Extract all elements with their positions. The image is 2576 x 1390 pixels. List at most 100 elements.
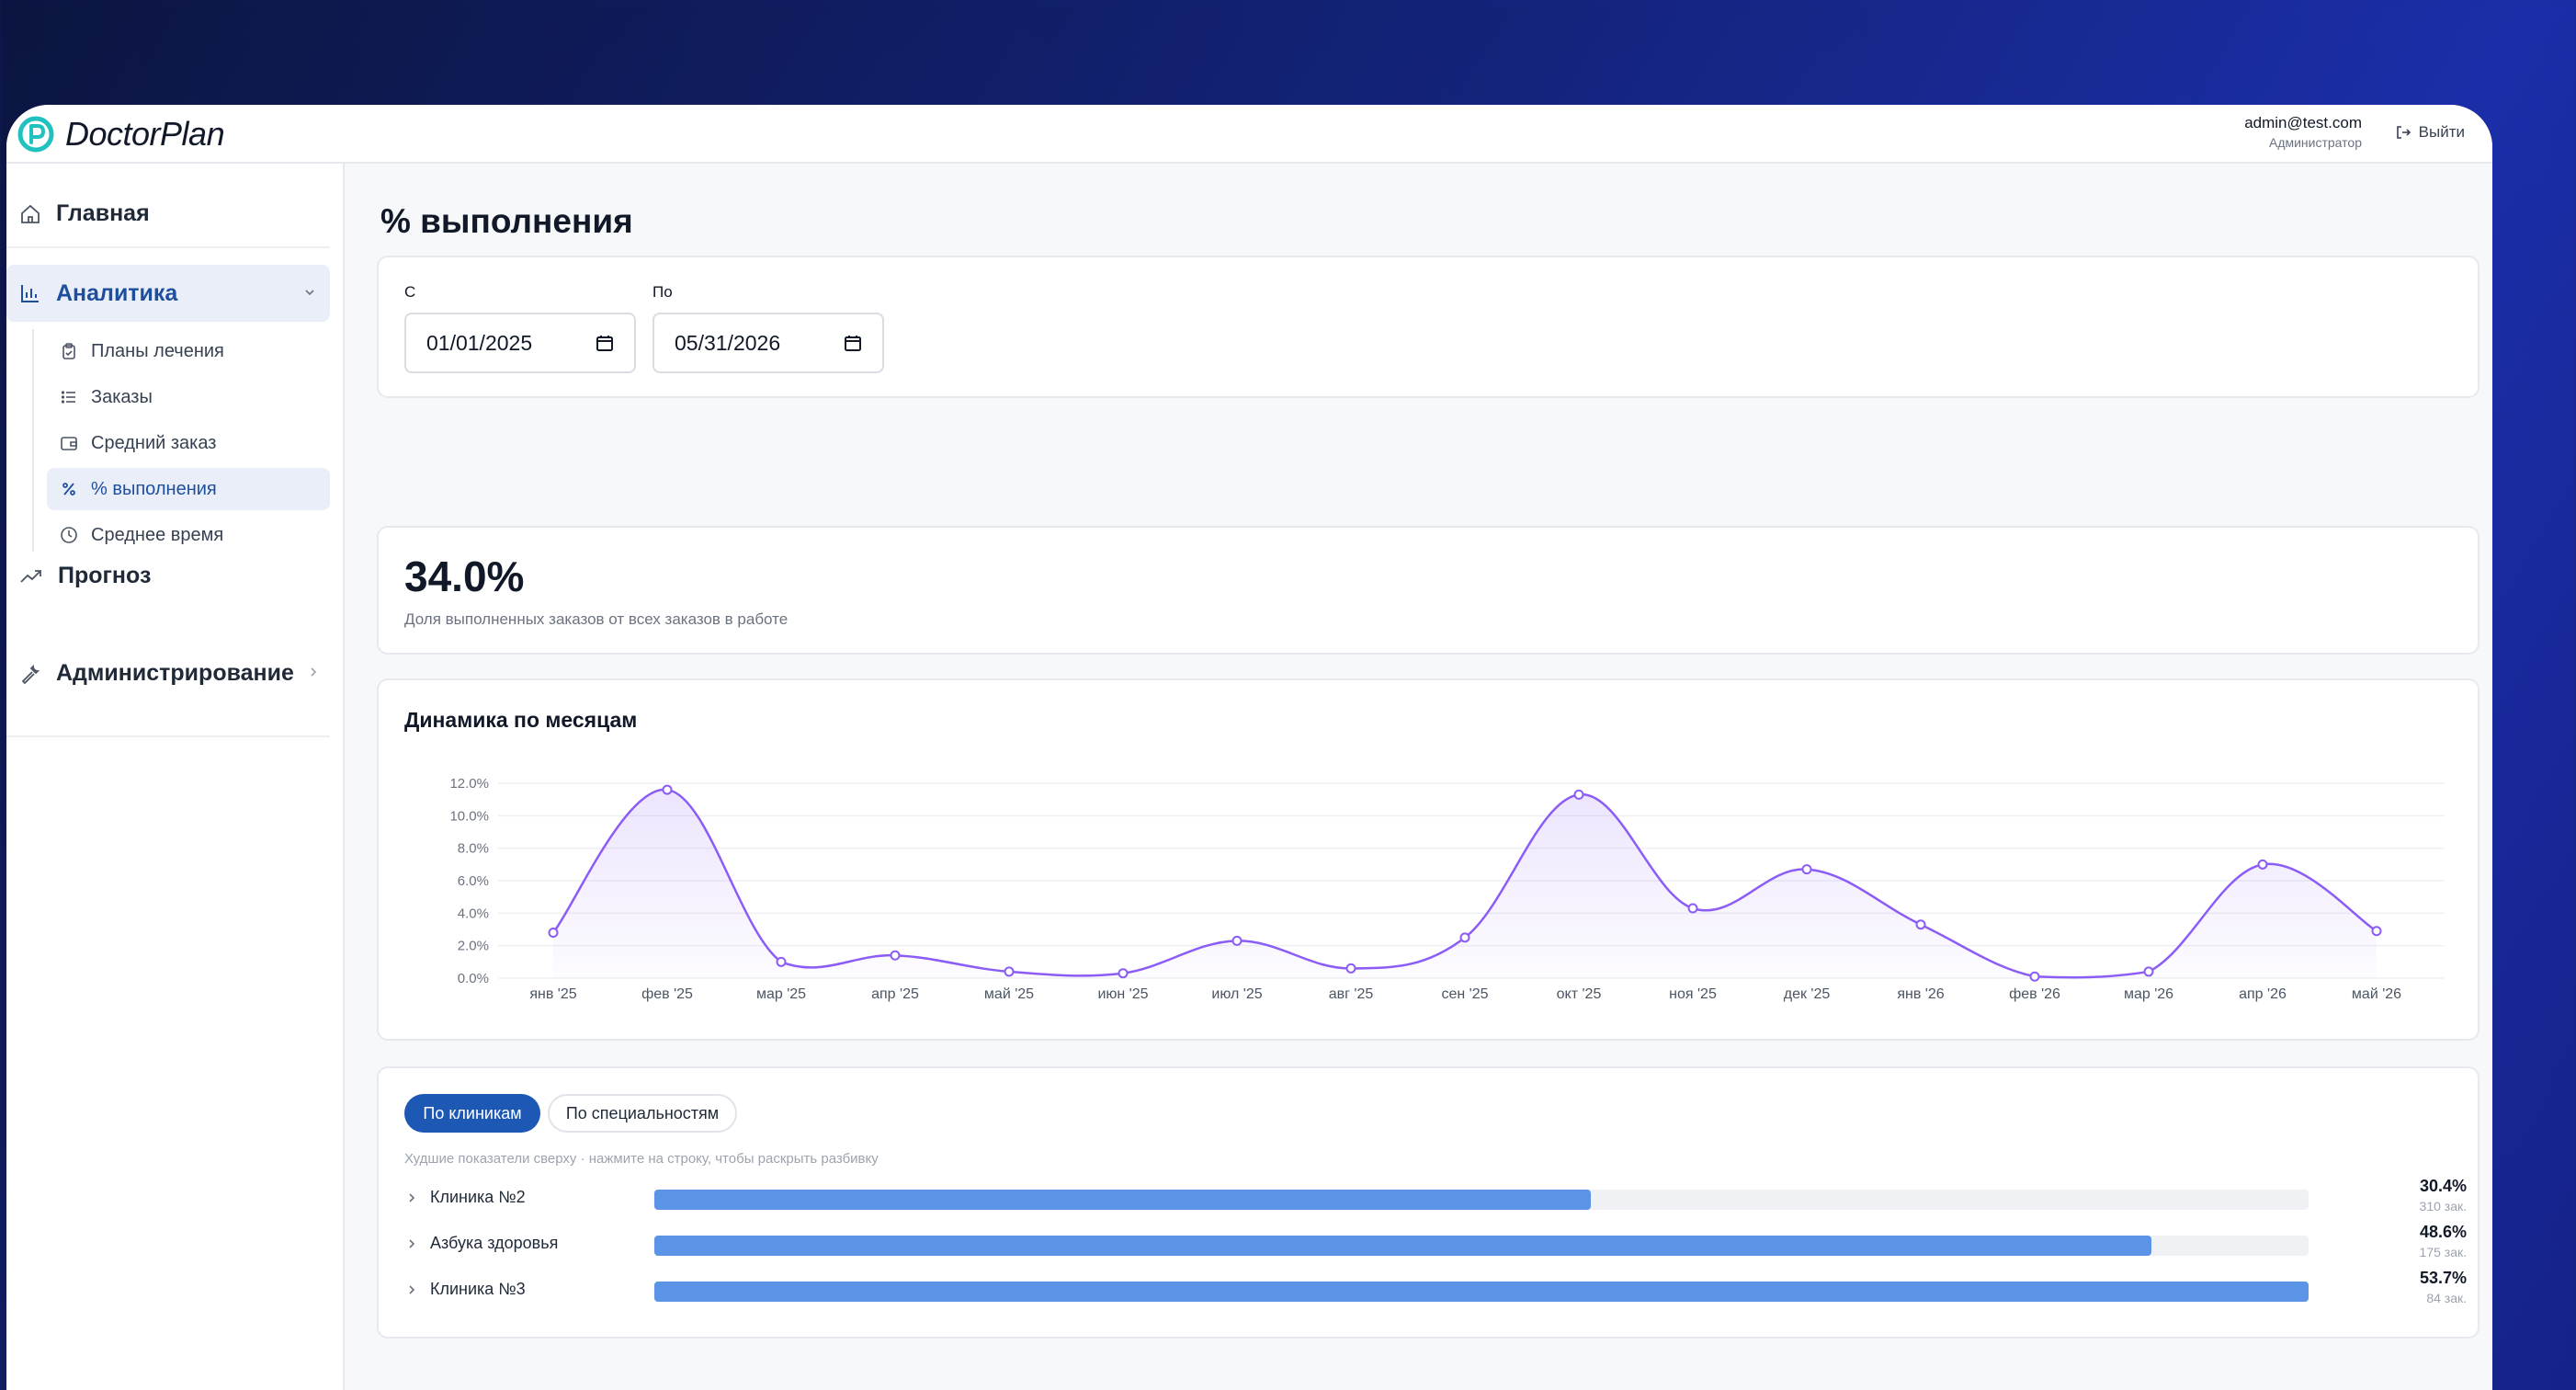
y-tick-label: 8.0%: [458, 841, 489, 857]
sidebar-divider: [6, 735, 330, 737]
sidebar: Главная Аналитика Планы лечения Заказы: [6, 164, 345, 1390]
clinic-percent: 30.4%: [2419, 1177, 2467, 1195]
monthly-line-chart: 0.0% 2.0% 4.0% 6.0% 8.0% 10.0% 12.0% янв '25 фев…: [449, 776, 2445, 1002]
data-point[interactable]: [1801, 864, 1812, 875]
clinic-bar-fill: [654, 1190, 1591, 1210]
clinic-bar-track: [654, 1190, 2309, 1210]
logo[interactable]: DoctorPlan: [17, 114, 225, 154]
data-point[interactable]: [1345, 963, 1356, 974]
data-point[interactable]: [1231, 935, 1243, 946]
percent-icon: [62, 483, 75, 496]
series-line: [552, 788, 2377, 979]
data-point[interactable]: [1004, 966, 1015, 977]
kpi-description: Доля выполненных заказов от всех заказов…: [404, 610, 789, 628]
sidebar-item-orders[interactable]: Заказы: [47, 376, 330, 418]
y-tick-label: 4.0%: [458, 906, 489, 921]
data-point[interactable]: [1687, 903, 1698, 914]
sidebar-item-label: Аналитика: [56, 279, 178, 306]
date-to-group: По 05/31/2026: [653, 283, 884, 373]
sidebar-divider: [6, 246, 330, 248]
clinic-row[interactable]: Клиника №2 30.4% 310 зак.: [404, 1177, 2474, 1223]
x-tick-label: апр '26: [2239, 986, 2287, 1002]
data-point[interactable]: [1118, 968, 1129, 979]
brand-name: DoctorPlan: [65, 115, 225, 153]
clock-icon: [61, 527, 77, 543]
data-point[interactable]: [548, 928, 559, 939]
sidebar-item-analytics[interactable]: Аналитика: [6, 265, 330, 322]
calendar-icon: [845, 336, 861, 351]
logout-button[interactable]: Выйти: [2395, 123, 2465, 142]
list-icon: [61, 391, 75, 404]
trending-up-icon: [20, 569, 41, 583]
data-point[interactable]: [2029, 971, 2040, 982]
user-role: Администратор: [2268, 135, 2362, 150]
data-point[interactable]: [2257, 859, 2268, 870]
sidebar-item-label: Средний заказ: [91, 432, 217, 453]
sidebar-item-label: Среднее время: [91, 524, 224, 545]
sidebar-item-treatment-plans[interactable]: Планы лечения: [47, 330, 330, 372]
x-tick-label: авг '25: [1329, 986, 1374, 1002]
page-title: % выполнения: [380, 202, 633, 240]
sidebar-item-admin[interactable]: Администрирование: [19, 660, 330, 687]
x-tick-label: июн '25: [1097, 986, 1148, 1002]
date-from-group: С 01/01/2025: [404, 283, 636, 373]
date-from-input[interactable]: 01/01/2025: [404, 313, 636, 373]
home-icon: [21, 204, 40, 223]
top-bar: DoctorPlan admin@test.com Администратор …: [6, 105, 2492, 164]
sidebar-item-label: Заказы: [91, 386, 153, 407]
y-tick-label: 2.0%: [458, 939, 489, 954]
x-tick-label: янв '25: [529, 986, 576, 1002]
chevron-right-icon: [409, 1193, 415, 1202]
tab-by-clinic[interactable]: По клиникам: [404, 1094, 540, 1133]
clinic-name: Азбука здоровья: [430, 1234, 559, 1252]
sidebar-item-forecast[interactable]: Прогноз: [19, 563, 151, 589]
x-tick-label: июл '25: [1211, 986, 1262, 1002]
clinic-bar-fill: [654, 1236, 2151, 1256]
x-tick-label: фев '26: [2009, 986, 2060, 1002]
sidebar-item-label: Планы лечения: [91, 340, 224, 361]
bar-chart-icon: [21, 285, 39, 302]
x-tick-label: май '26: [2352, 986, 2401, 1002]
date-to-label: По: [653, 283, 673, 301]
clinic-name: Клиника №2: [430, 1188, 526, 1206]
sidebar-item-label: Прогноз: [58, 563, 152, 588]
chart-title: Динамика по месяцам: [404, 708, 638, 732]
breakdown-card: По клиникам По специальностям Худшие пок…: [377, 1066, 2480, 1339]
data-point[interactable]: [890, 950, 901, 961]
sidebar-item-home[interactable]: Главная: [19, 200, 150, 227]
chevron-right-icon: [311, 667, 317, 677]
clinic-bar-track: [654, 1236, 2309, 1256]
date-to-value: 05/31/2026: [675, 330, 781, 355]
user-info: admin@test.com Администратор: [2244, 114, 2362, 150]
logout-label: Выйти: [2418, 123, 2465, 141]
sidebar-item-average-time[interactable]: Среднее время: [47, 514, 330, 556]
sidebar-item-label: % выполнения: [91, 478, 217, 499]
kpi-card: 34.0% Доля выполненных заказов от всех з…: [377, 526, 2480, 655]
sidebar-item-average-order[interactable]: Средний заказ: [47, 422, 330, 464]
clinic-order-count: 84 зак.: [2426, 1291, 2467, 1305]
data-point[interactable]: [2371, 926, 2382, 937]
x-tick-label: апр '25: [871, 986, 919, 1002]
x-tick-label: сен '25: [1441, 986, 1488, 1002]
data-point[interactable]: [1915, 919, 1926, 930]
tab-by-specialty[interactable]: По специальностям: [548, 1094, 737, 1133]
data-point[interactable]: [662, 784, 673, 795]
clinic-bar-track: [654, 1282, 2309, 1302]
kpi-value: 34.0%: [404, 553, 525, 600]
clinic-row[interactable]: Азбука здоровья 48.6% 175 зак.: [404, 1223, 2474, 1269]
sidebar-item-completion[interactable]: % выполнения: [47, 468, 330, 510]
clinic-row[interactable]: Клиника №3 53.7% 84 зак.: [404, 1269, 2474, 1315]
clinic-order-count: 310 зак.: [2419, 1199, 2467, 1213]
calendar-icon: [596, 336, 613, 351]
date-to-input[interactable]: 05/31/2026: [653, 313, 884, 373]
x-tick-label: окт '25: [1557, 986, 1602, 1002]
breakdown-hint: Худшие показатели сверху · нажмите на ст…: [404, 1151, 879, 1167]
monthly-chart-card: Динамика по месяцам 0.0% 2.0% 4.0% 6.0% 8.0%…: [377, 678, 2480, 1041]
data-point[interactable]: [1459, 932, 1470, 943]
x-tick-label: мар '25: [756, 986, 806, 1002]
wallet-icon: [61, 437, 77, 450]
clinic-percent: 53.7%: [2419, 1269, 2467, 1287]
data-point[interactable]: [776, 956, 787, 967]
data-point[interactable]: [1573, 789, 1584, 800]
data-point[interactable]: [2143, 966, 2154, 977]
